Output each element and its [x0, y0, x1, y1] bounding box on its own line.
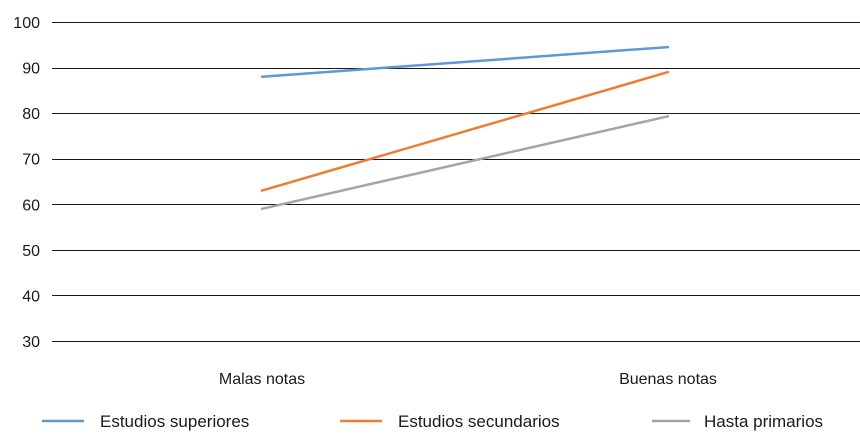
x-axis-category-labels: Malas notas Buenas notas — [219, 371, 717, 388]
legend-item: Estudios secundarios — [340, 412, 560, 431]
y-tick-label: 80 — [22, 106, 40, 123]
y-tick-label: 60 — [22, 197, 40, 214]
y-tick-label: 40 — [22, 288, 40, 305]
legend-item: Estudios superiores — [42, 412, 249, 431]
series-line-3 — [260, 115, 670, 211]
gridlines — [52, 22, 860, 342]
y-tick-label: 50 — [22, 243, 40, 260]
series-line-1 — [260, 45, 670, 78]
y-axis-tick-labels: 30 40 50 60 70 80 90 100 — [13, 15, 40, 351]
legend-label: Estudios secundarios — [398, 412, 560, 431]
legend: Estudios superiores Estudios secundarios H… — [42, 412, 823, 431]
series-lines — [260, 45, 670, 211]
y-tick-label: 90 — [22, 61, 40, 78]
x-category-label: Buenas notas — [619, 371, 717, 388]
legend-label: Estudios superiores — [100, 412, 249, 431]
series-line-2 — [260, 70, 670, 192]
legend-item: Hasta primarios — [652, 412, 823, 431]
legend-label: Hasta primarios — [704, 412, 823, 431]
y-tick-label: 30 — [22, 334, 40, 351]
x-category-label: Malas notas — [219, 371, 305, 388]
y-tick-label: 70 — [22, 152, 40, 169]
y-tick-label: 100 — [13, 15, 40, 32]
